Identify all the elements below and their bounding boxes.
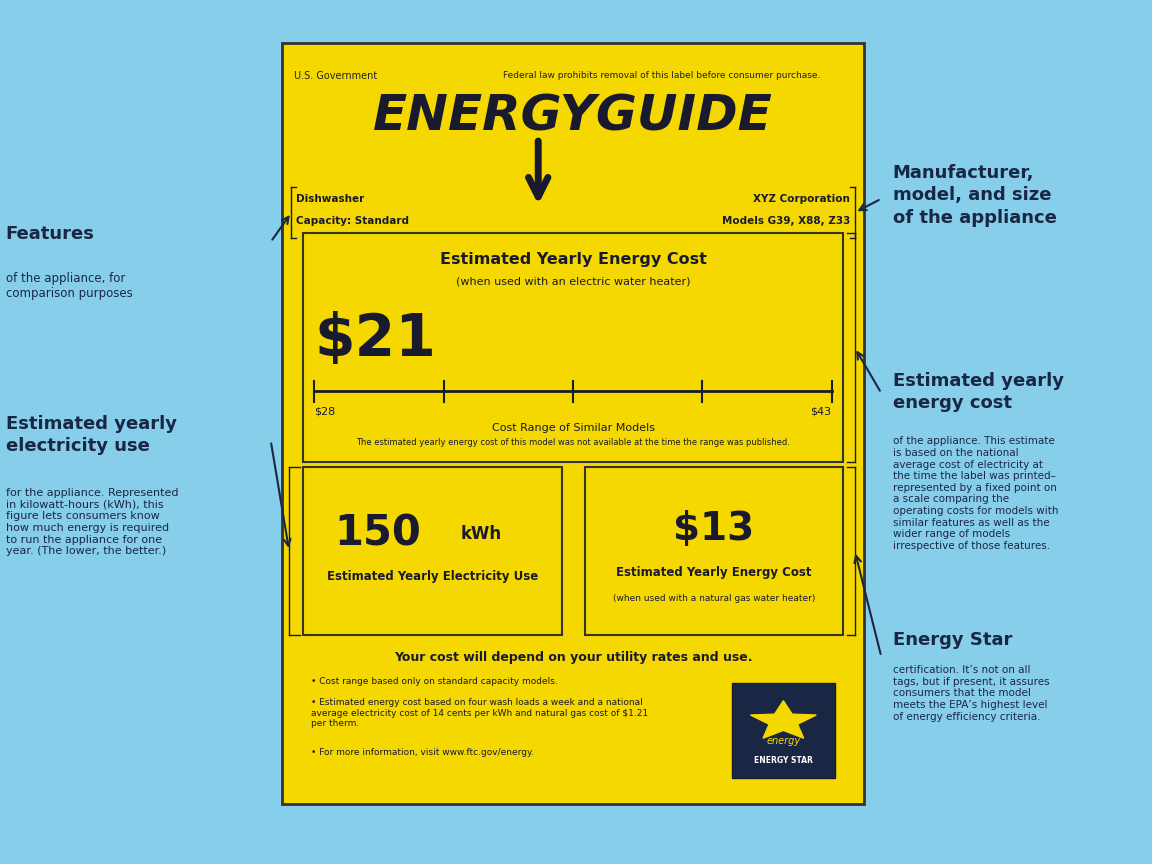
Text: Models G39, X88, Z33: Models G39, X88, Z33: [722, 216, 850, 226]
Text: • Estimated energy cost based on four wash loads a week and a national
average e: • Estimated energy cost based on four wa…: [311, 698, 649, 727]
Text: Estimated Yearly Electricity Use: Estimated Yearly Electricity Use: [327, 570, 538, 583]
Text: kWh: kWh: [461, 524, 502, 543]
Text: XYZ Corporation: XYZ Corporation: [753, 194, 850, 205]
Text: of the appliance, for
comparison purposes: of the appliance, for comparison purpose…: [6, 272, 132, 300]
Text: $21: $21: [314, 311, 437, 368]
FancyBboxPatch shape: [303, 233, 843, 462]
Text: Dishwasher: Dishwasher: [296, 194, 364, 205]
Text: certification. It’s not on all
tags, but if present, it assures
consumers that t: certification. It’s not on all tags, but…: [893, 665, 1049, 721]
Text: (when used with an electric water heater): (when used with an electric water heater…: [456, 276, 690, 287]
Text: Estimated Yearly Energy Cost: Estimated Yearly Energy Cost: [616, 566, 812, 579]
FancyBboxPatch shape: [303, 467, 562, 635]
FancyBboxPatch shape: [282, 43, 864, 804]
Text: Federal law prohibits removal of this label before consumer purchase.: Federal law prohibits removal of this la…: [503, 71, 820, 79]
Text: energy: energy: [766, 736, 801, 746]
Text: $43: $43: [811, 407, 832, 417]
Text: 150: 150: [334, 512, 420, 555]
Text: The estimated yearly energy cost of this model was not available at the time the: The estimated yearly energy cost of this…: [356, 438, 790, 447]
Text: Your cost will depend on your utility rates and use.: Your cost will depend on your utility ra…: [394, 651, 752, 664]
Text: Features: Features: [6, 225, 94, 243]
Text: ENERGY STAR: ENERGY STAR: [753, 756, 813, 765]
Polygon shape: [750, 701, 817, 738]
Text: Estimated yearly
electricity use: Estimated yearly electricity use: [6, 415, 176, 455]
Text: for the appliance. Represented
in kilowatt-hours (kWh), this
figure lets consume: for the appliance. Represented in kilowa…: [6, 488, 179, 556]
Text: (when used with a natural gas water heater): (when used with a natural gas water heat…: [613, 594, 816, 603]
Text: Manufacturer,
model, and size
of the appliance: Manufacturer, model, and size of the app…: [893, 164, 1056, 226]
Text: $28: $28: [314, 407, 335, 417]
Text: Cost Range of Similar Models: Cost Range of Similar Models: [492, 423, 654, 434]
FancyBboxPatch shape: [732, 683, 835, 778]
Text: of the appliance. This estimate
is based on the national
average cost of electri: of the appliance. This estimate is based…: [893, 436, 1059, 550]
Text: • For more information, visit www.ftc.gov/energy.: • For more information, visit www.ftc.go…: [311, 748, 535, 757]
Text: $13: $13: [673, 511, 755, 548]
Text: Estimated Yearly Energy Cost: Estimated Yearly Energy Cost: [440, 252, 706, 267]
Text: Capacity: Standard: Capacity: Standard: [296, 216, 409, 226]
Text: U.S. Government: U.S. Government: [294, 71, 377, 81]
Text: Estimated yearly
energy cost: Estimated yearly energy cost: [893, 372, 1063, 412]
Text: • Cost range based only on standard capacity models.: • Cost range based only on standard capa…: [311, 677, 558, 685]
FancyBboxPatch shape: [584, 467, 843, 635]
Text: Energy Star: Energy Star: [893, 631, 1013, 649]
Text: ENERGYGUIDE: ENERGYGUIDE: [373, 92, 773, 141]
